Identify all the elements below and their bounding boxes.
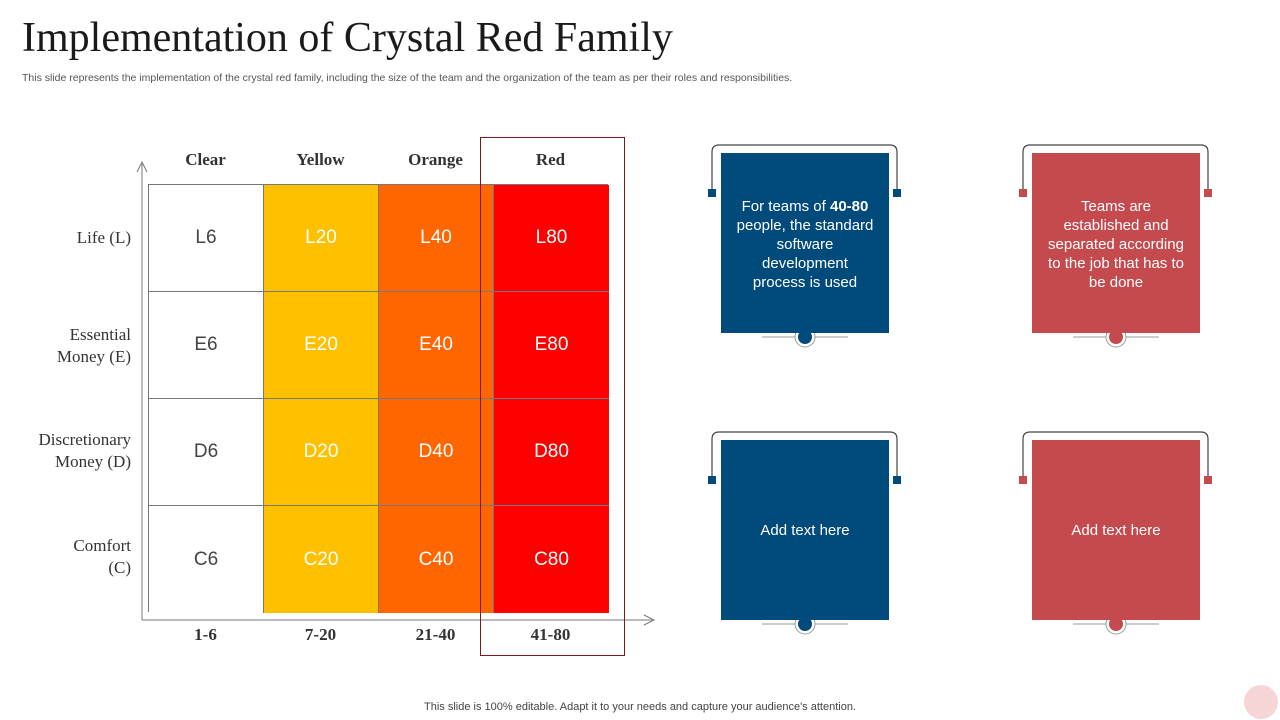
slide-title: Implementation of Crystal Red Family	[22, 15, 673, 61]
matrix-cell-d40: D40	[379, 399, 494, 506]
row-label-comfort: Comfort (C)	[73, 536, 131, 577]
info-card-placeholder-red: Add text here	[1032, 440, 1200, 620]
matrix-cell-d20: D20	[264, 399, 379, 506]
info-card-placeholder-blue-text: Add text here	[760, 521, 850, 539]
matrix-cell-d80: D80	[494, 399, 609, 506]
row-label-essential: Essential Money (E)	[56, 325, 131, 366]
matrix-cell-c80: C80	[494, 506, 609, 613]
matrix-cell-l80: L80	[494, 185, 609, 292]
slide-subtitle: This slide represents the implementation…	[22, 72, 793, 84]
range-label-clear: 1-6	[194, 625, 217, 644]
row-label-life: Life (L)	[76, 228, 131, 247]
info-card-team-organization: Teams are established and separated acco…	[1032, 153, 1200, 333]
info-card-team-size-text: For teams of 40-80 people, the standard …	[736, 198, 874, 291]
matrix-cell-l40: L40	[379, 185, 494, 292]
info-card-team-size: For teams of 40-80 people, the standard …	[721, 153, 889, 333]
matrix-cell-d6: D6	[149, 399, 264, 506]
column-header-clear: Clear	[185, 150, 226, 169]
matrix-cell-l20: L20	[264, 185, 379, 292]
column-header-red: Red	[535, 150, 566, 169]
matrix-cell-e20: E20	[264, 292, 379, 399]
slide-footer: This slide is 100% editable. Adapt it to…	[424, 701, 856, 713]
column-header-yellow: Yellow	[296, 150, 345, 169]
corner-decoration	[1244, 685, 1278, 719]
matrix-cell-e80: E80	[494, 292, 609, 399]
matrix-cell-c20: C20	[264, 506, 379, 613]
matrix-cell-e6: E6	[149, 292, 264, 399]
matrix-cell-c6: C6	[149, 506, 264, 613]
range-label-yellow: 7-20	[304, 625, 337, 644]
row-label-discretionary: Discretionary Money (D)	[38, 430, 131, 471]
range-label-red: 41-80	[530, 625, 571, 644]
range-label-orange: 21-40	[415, 625, 456, 644]
info-card-placeholder-blue: Add text here	[721, 440, 889, 620]
matrix-cell-l6: L6	[149, 185, 264, 292]
column-header-orange: Orange	[408, 150, 463, 169]
matrix-cell-c40: C40	[379, 506, 494, 613]
crystal-matrix: L6 L20 L40 L80 E6 E20 E40 E80 D6 D20 D40…	[148, 184, 609, 613]
info-card-team-organization-text: Teams are established and separated acco…	[1048, 198, 1184, 291]
red-column-highlight	[480, 137, 625, 656]
matrix-cell-e40: E40	[379, 292, 494, 399]
info-card-placeholder-red-text: Add text here	[1071, 521, 1161, 539]
